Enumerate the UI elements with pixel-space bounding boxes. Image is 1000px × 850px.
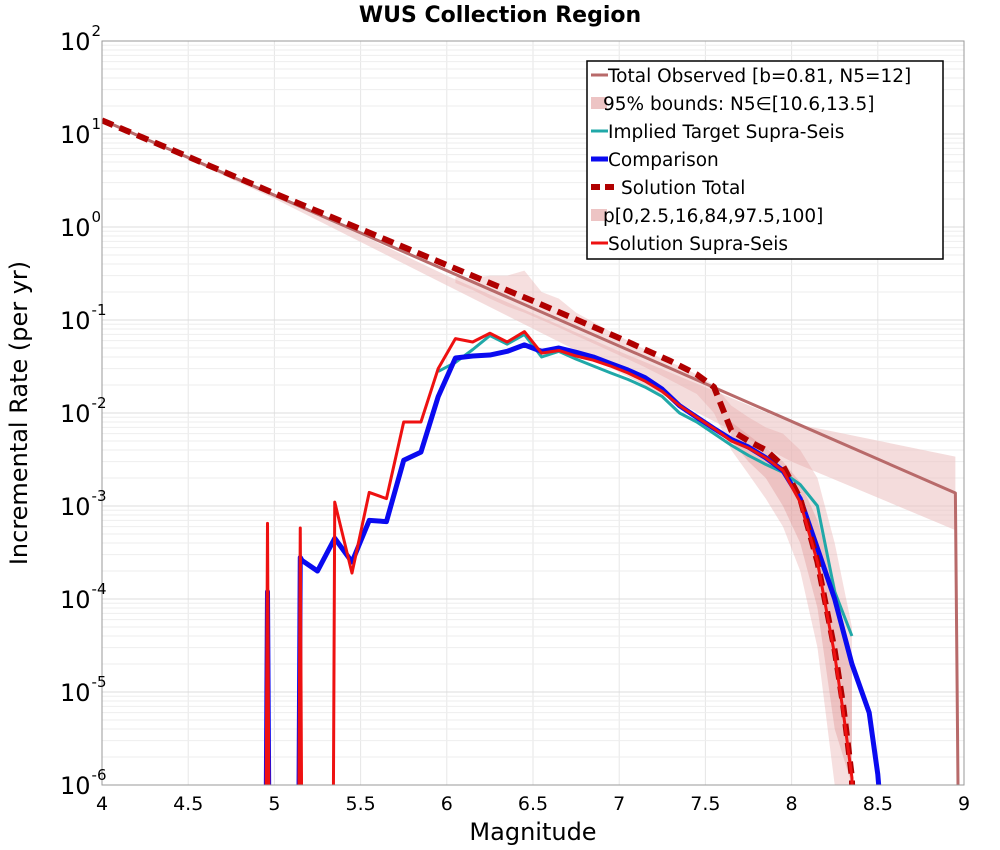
x-tick-label: 6.5 [518, 793, 548, 815]
series-lines [102, 117, 960, 785]
y-tick-label: 10-1 [60, 301, 107, 335]
legend-swatch [591, 209, 607, 221]
plot-frame [101, 40, 965, 786]
x-tick-label: 8 [786, 793, 798, 815]
x-tick-label: 7 [613, 793, 625, 815]
y-ticks: 10-6 10-5 10-4 10-3 10-2 10-1 100 101 102 [60, 22, 107, 800]
legend-label: Solution Supra-Seis [608, 234, 788, 255]
y-tick-label: 10-4 [60, 580, 107, 614]
legend-box [586, 60, 944, 260]
x-tick-label: 4 [96, 793, 108, 815]
chart-title: WUS Collection Region [359, 3, 641, 28]
series-line-4 [264, 330, 854, 785]
legend-label: p[0,2.5,16,84,97.5,100] [603, 206, 823, 227]
y-tick-label: 10-3 [60, 487, 107, 521]
x-tick-label: 4.5 [173, 793, 203, 815]
y-axis-label: Incremental Rate (per yr) [5, 261, 33, 565]
y-tick-label: 101 [60, 115, 101, 149]
legend-label: 95% bounds: N5∈[10.6,13.5] [603, 94, 874, 115]
x-ticks: 4 4.5 5 5.5 6 6.5 7 7.5 8 8.5 9 [96, 793, 970, 815]
x-tick-label: 9 [958, 793, 970, 815]
y-tick-label: 102 [60, 22, 101, 56]
legend-label: Comparison [608, 150, 719, 171]
x-tick-label: 7.5 [690, 793, 720, 815]
x-tick-label: 5.5 [345, 793, 375, 815]
legend-label: Solution Total [621, 178, 745, 199]
band-0 [102, 119, 956, 531]
legend: Total Observed [b=0.81, N5=12] 95% bounds… [586, 60, 944, 260]
series-line-0 [102, 118, 960, 785]
legend-label: Total Observed [b=0.81, N5=12] [607, 66, 911, 87]
legend-swatch [591, 97, 607, 109]
y-tick-label: 10-2 [60, 394, 107, 428]
y-tick-label: 100 [60, 208, 101, 242]
x-tick-label: 5 [268, 793, 280, 815]
x-tick-label: 6 [441, 793, 453, 815]
legend-label: Implied Target Supra-Seis [608, 122, 844, 143]
x-axis-label: Magnitude [469, 818, 596, 846]
y-tick-label: 10-5 [60, 673, 107, 707]
x-tick-label: 8.5 [863, 793, 893, 815]
y-tick-label: 10-6 [60, 766, 107, 800]
